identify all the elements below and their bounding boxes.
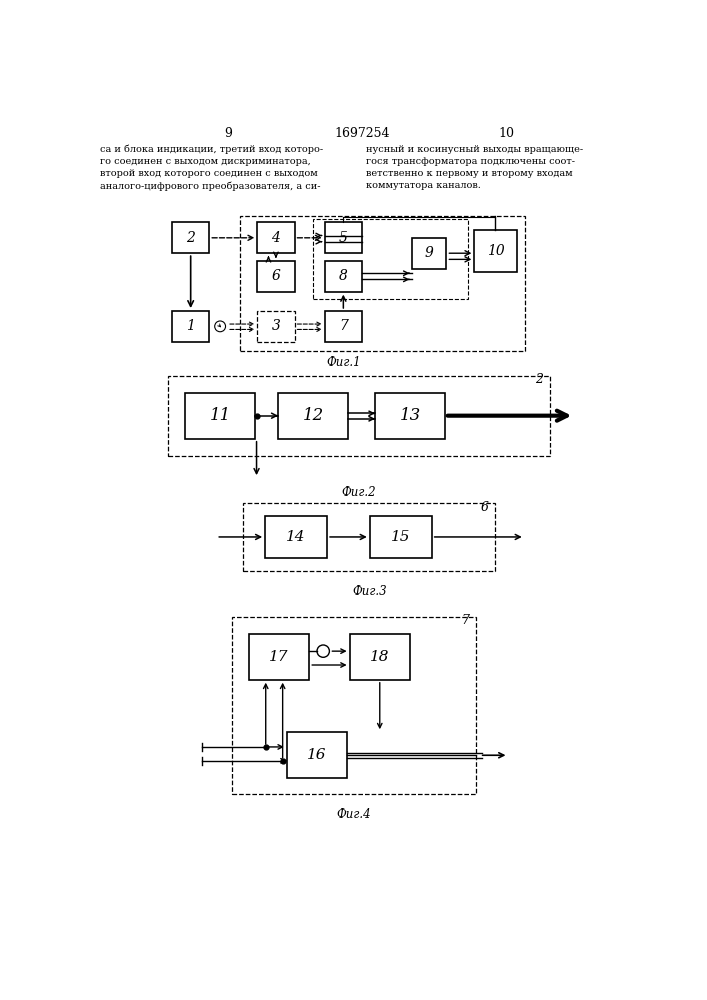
Bar: [287, 732, 347, 778]
Text: 1: 1: [186, 319, 195, 333]
Text: 10: 10: [499, 127, 515, 140]
Bar: [370, 516, 432, 558]
Text: 11: 11: [209, 407, 230, 424]
Text: 2: 2: [186, 231, 195, 245]
Text: 13: 13: [399, 407, 421, 424]
Bar: [168, 376, 549, 456]
Text: 12: 12: [303, 407, 324, 424]
Bar: [257, 311, 295, 342]
Bar: [325, 261, 362, 292]
Bar: [240, 216, 525, 351]
Bar: [249, 634, 309, 680]
Bar: [313, 219, 468, 299]
Bar: [325, 311, 362, 342]
Text: 7: 7: [339, 319, 348, 333]
Bar: [325, 222, 362, 253]
Text: 3: 3: [271, 319, 281, 333]
Text: нусный и косинусный выходы вращающе-
гося трансформатора подключены соот-
ветств: нусный и косинусный выходы вращающе- гос…: [366, 145, 583, 190]
Text: 10: 10: [486, 244, 505, 258]
Text: 18: 18: [370, 650, 390, 664]
Text: Фиг.3: Фиг.3: [352, 585, 387, 598]
Bar: [185, 393, 255, 439]
Text: Фиг.4: Фиг.4: [337, 808, 371, 821]
Text: 4: 4: [271, 231, 281, 245]
Text: 2: 2: [535, 373, 543, 386]
Text: 14: 14: [286, 530, 306, 544]
Bar: [232, 617, 476, 794]
Bar: [243, 503, 495, 571]
Text: 5: 5: [339, 231, 348, 245]
Bar: [257, 261, 295, 292]
Bar: [412, 238, 446, 269]
Text: 17: 17: [269, 650, 288, 664]
Text: са и блока индикации, третий вход которо-
го соединен с выходом дискриминатора,
: са и блока индикации, третий вход которо…: [100, 145, 323, 191]
Bar: [474, 230, 517, 272]
Text: 8: 8: [339, 269, 348, 283]
Text: 15: 15: [391, 530, 411, 544]
Bar: [172, 222, 209, 253]
Bar: [279, 393, 348, 439]
Text: 1697254: 1697254: [334, 127, 390, 140]
Text: 6: 6: [271, 269, 281, 283]
Bar: [349, 634, 410, 680]
Text: 7: 7: [462, 614, 469, 627]
Text: 9: 9: [224, 127, 232, 140]
Bar: [265, 516, 327, 558]
Bar: [257, 222, 295, 253]
Text: 9: 9: [425, 246, 434, 260]
Text: Фиг.2: Фиг.2: [341, 486, 376, 499]
Text: 6: 6: [481, 501, 489, 514]
Bar: [172, 311, 209, 342]
Bar: [375, 393, 445, 439]
Text: Фиг.1: Фиг.1: [327, 356, 361, 369]
Text: 16: 16: [308, 748, 327, 762]
